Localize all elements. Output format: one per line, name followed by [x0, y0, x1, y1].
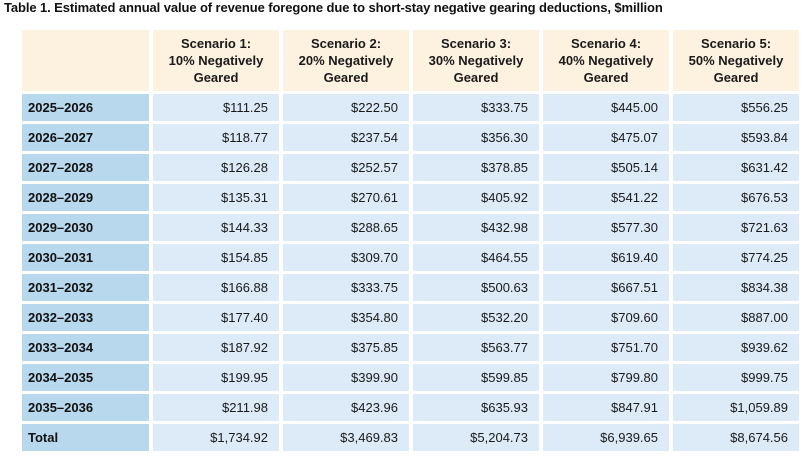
table-row: 2025–2026 $111.25 $222.50 $333.75 $445.00 $55…	[22, 94, 799, 121]
table-cell: $432.98	[413, 214, 539, 241]
row-year-label: 2031–2032	[22, 274, 149, 301]
table-cell: $333.75	[283, 274, 409, 301]
table-cell: $667.51	[543, 274, 669, 301]
table-cell: $847.91	[543, 394, 669, 421]
table-row: 2026–2027 $118.77 $237.54 $356.30 $475.07 $59…	[22, 124, 799, 151]
table-cell: $532.20	[413, 304, 539, 331]
table-cell: $445.00	[543, 94, 669, 121]
table-cell: $599.85	[413, 364, 539, 391]
table-cell: $375.85	[283, 334, 409, 361]
table-cell: $111.25	[153, 94, 279, 121]
table-cell: $939.62	[673, 334, 799, 361]
table-row: 2035–2036 $211.98 $423.96 $635.93 $847.91 $1,…	[22, 394, 799, 421]
table-cell: $399.90	[283, 364, 409, 391]
table-cell: $500.63	[413, 274, 539, 301]
table-cell: $635.93	[413, 394, 539, 421]
table-cell: $187.92	[153, 334, 279, 361]
column-header: Scenario 2: 20% Negatively Geared	[283, 30, 409, 91]
table-cell: $309.70	[283, 244, 409, 271]
table-cell: $118.77	[153, 124, 279, 151]
table-caption: Table 1. Estimated annual value of reven…	[4, 0, 663, 15]
table-cell: $619.40	[543, 244, 669, 271]
table-row: 2031–2032 $166.88 $333.75 $500.63 $667.51 $83…	[22, 274, 799, 301]
table-row: 2027–2028 $126.28 $252.57 $378.85 $505.14 $63…	[22, 154, 799, 181]
table-row: 2032–2033 $177.40 $354.80 $532.20 $709.60 $88…	[22, 304, 799, 331]
table-cell: $676.53	[673, 184, 799, 211]
table-row: 2034–2035 $199.95 $399.90 $599.85 $799.80 $99…	[22, 364, 799, 391]
table-cell: $999.75	[673, 364, 799, 391]
header-corner	[22, 30, 149, 91]
table-row: 2033–2034 $187.92 $375.85 $563.77 $751.70 $93…	[22, 334, 799, 361]
table-cell: $333.75	[413, 94, 539, 121]
table-cell: $541.22	[543, 184, 669, 211]
table-cell: $721.63	[673, 214, 799, 241]
table-cell: $237.54	[283, 124, 409, 151]
column-header: Scenario 5: 50% Negatively Geared	[673, 30, 799, 91]
table-row: 2029–2030 $144.33 $288.65 $432.98 $577.30 $72…	[22, 214, 799, 241]
table-cell: $378.85	[413, 154, 539, 181]
table-cell: $270.61	[283, 184, 409, 211]
row-year-label: 2035–2036	[22, 394, 149, 421]
total-cell: $3,469.83	[283, 424, 409, 451]
total-label: Total	[22, 424, 149, 451]
row-year-label: 2032–2033	[22, 304, 149, 331]
revenue-table: Scenario 1: 10% Negatively Geared Scenar…	[18, 27, 803, 454]
table-cell: $751.70	[543, 334, 669, 361]
table-cell: $834.38	[673, 274, 799, 301]
row-year-label: 2025–2026	[22, 94, 149, 121]
table-cell: $1,059.89	[673, 394, 799, 421]
table-cell: $464.55	[413, 244, 539, 271]
table-cell: $252.57	[283, 154, 409, 181]
table-cell: $288.65	[283, 214, 409, 241]
table-cell: $354.80	[283, 304, 409, 331]
total-cell: $6,939.65	[543, 424, 669, 451]
row-year-label: 2029–2030	[22, 214, 149, 241]
column-header: Scenario 3: 30% Negatively Geared	[413, 30, 539, 91]
column-header-label: Scenario 2: 20% Negatively Geared	[298, 36, 394, 85]
table-cell: $774.25	[673, 244, 799, 271]
total-cell: $8,674.56	[673, 424, 799, 451]
table-cell: $709.60	[543, 304, 669, 331]
column-header-label: Scenario 5: 50% Negatively Geared	[688, 36, 784, 85]
total-row: Total $1,734.92 $3,469.83 $5,204.73 $6,939.6…	[22, 424, 799, 451]
table-cell: $166.88	[153, 274, 279, 301]
total-cell: $5,204.73	[413, 424, 539, 451]
row-year-label: 2027–2028	[22, 154, 149, 181]
table-row: 2030–2031 $154.85 $309.70 $464.55 $619.40 $77…	[22, 244, 799, 271]
header-row: Scenario 1: 10% Negatively Geared Scenar…	[22, 30, 799, 91]
row-year-label: 2026–2027	[22, 124, 149, 151]
row-year-label: 2034–2035	[22, 364, 149, 391]
table-cell: $154.85	[153, 244, 279, 271]
table-cell: $222.50	[283, 94, 409, 121]
table-cell: $475.07	[543, 124, 669, 151]
table-cell: $577.30	[543, 214, 669, 241]
column-header-label: Scenario 1: 10% Negatively Geared	[168, 36, 264, 85]
table-cell: $144.33	[153, 214, 279, 241]
table-cell: $135.31	[153, 184, 279, 211]
table-cell: $177.40	[153, 304, 279, 331]
table-cell: $593.84	[673, 124, 799, 151]
table-cell: $799.80	[543, 364, 669, 391]
column-header: Scenario 4: 40% Negatively Geared	[543, 30, 669, 91]
table-cell: $356.30	[413, 124, 539, 151]
table-cell: $505.14	[543, 154, 669, 181]
table-cell: $556.25	[673, 94, 799, 121]
column-header: Scenario 1: 10% Negatively Geared	[153, 30, 279, 91]
row-year-label: 2028–2029	[22, 184, 149, 211]
row-year-label: 2030–2031	[22, 244, 149, 271]
table-cell: $405.92	[413, 184, 539, 211]
table-cell: $199.95	[153, 364, 279, 391]
table-cell: $563.77	[413, 334, 539, 361]
row-year-label: 2033–2034	[22, 334, 149, 361]
table-cell: $423.96	[283, 394, 409, 421]
total-cell: $1,734.92	[153, 424, 279, 451]
column-header-label: Scenario 3: 30% Negatively Geared	[428, 36, 524, 85]
column-header-label: Scenario 4: 40% Negatively Geared	[558, 36, 654, 85]
table-cell: $126.28	[153, 154, 279, 181]
table-cell: $887.00	[673, 304, 799, 331]
table-cell: $631.42	[673, 154, 799, 181]
table-row: 2028–2029 $135.31 $270.61 $405.92 $541.22 $67…	[22, 184, 799, 211]
table-cell: $211.98	[153, 394, 279, 421]
